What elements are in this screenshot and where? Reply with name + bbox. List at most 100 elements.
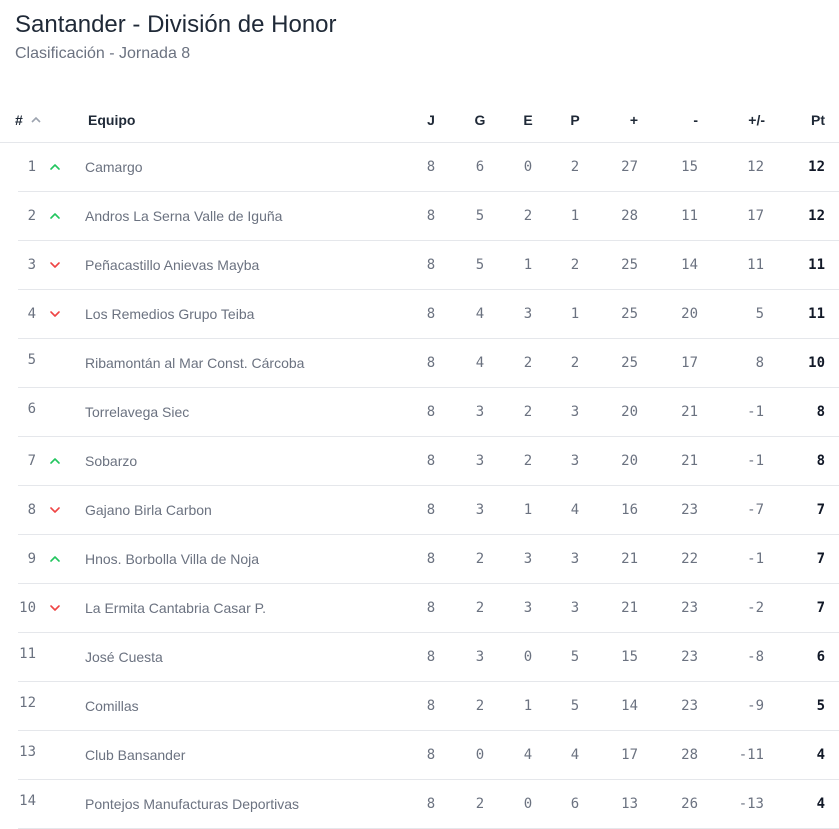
team-name[interactable]: Hnos. Borbolla Villa de Noja: [85, 551, 260, 567]
goal-difference-cell: 11: [747, 257, 764, 273]
team-name[interactable]: Pontejos Manufacturas Deportivas: [85, 796, 299, 812]
team-name[interactable]: Gajano Birla Carbon: [85, 502, 212, 518]
page-subtitle: Clasificación - Jornada 8: [15, 45, 191, 62]
drawn-cell: 1: [523, 502, 533, 518]
goal-difference-cell: 5: [755, 306, 764, 322]
position-cell: 13: [19, 744, 36, 760]
lost-cell: 4: [570, 747, 580, 763]
drawn-cell: 3: [523, 306, 533, 322]
trend-down-icon: [49, 602, 61, 614]
header-drawn[interactable]: E: [523, 112, 533, 128]
won-cell: 2: [475, 600, 485, 616]
goals-against-cell: 23: [681, 502, 698, 518]
played-cell: 8: [426, 453, 436, 469]
table-row[interactable]: 2 Andros La Serna Valle de Iguña 8 5 2 1 28 11 1…: [18, 192, 839, 241]
table-row[interactable]: 11 José Cuesta 8 3 0 5 15 23 -8 6: [18, 633, 839, 682]
points-cell: 8: [816, 404, 825, 420]
goals-against-cell: 21: [681, 404, 698, 420]
header-lost[interactable]: P: [570, 112, 580, 128]
points-cell: 7: [816, 502, 825, 518]
lost-cell: 2: [570, 159, 580, 175]
goals-against-cell: 23: [681, 698, 698, 714]
team-name[interactable]: Club Bansander: [85, 747, 186, 763]
table-row[interactable]: 13 Club Bansander 8 0 4 4 17 28 -11 4: [18, 731, 839, 780]
goals-for-cell: 25: [621, 257, 638, 273]
team-name[interactable]: Los Remedios Grupo Teiba: [85, 306, 255, 322]
drawn-cell: 2: [523, 404, 533, 420]
drawn-cell: 2: [523, 355, 533, 371]
header-goal-difference[interactable]: +/-: [748, 112, 765, 128]
won-cell: 4: [475, 306, 485, 322]
goals-against-cell: 14: [681, 257, 698, 273]
points-cell: 8: [816, 453, 825, 469]
drawn-cell: 0: [523, 159, 533, 175]
team-name[interactable]: Andros La Serna Valle de Iguña: [85, 208, 283, 224]
table-row[interactable]: 4 Los Remedios Grupo Teiba 8 4 3 1 25 20 5 11: [18, 290, 839, 339]
goals-for-cell: 13: [621, 796, 638, 812]
goal-difference-cell: -11: [738, 747, 764, 763]
won-cell: 3: [475, 404, 485, 420]
won-cell: 0: [475, 747, 485, 763]
drawn-cell: 2: [523, 453, 533, 469]
table-header: # Equipo J G E P + - +/- Pt: [0, 96, 839, 143]
table-row[interactable]: 1 Camargo 8 6 0 2 27 15 12 12: [18, 143, 839, 192]
position-cell: 6: [27, 401, 36, 417]
header-won[interactable]: G: [474, 112, 486, 128]
won-cell: 2: [475, 698, 485, 714]
table-body: 1 Camargo 8 6 0 2 27 15 12 12 2 Andros La Serna Val…: [0, 143, 839, 829]
points-cell: 10: [808, 355, 825, 371]
goals-for-cell: 21: [621, 600, 638, 616]
header-position[interactable]: #: [15, 112, 23, 128]
points-cell: 11: [808, 257, 825, 273]
table-row[interactable]: 3 Peñacastillo Anievas Mayba 8 5 1 2 25 14 11 11: [18, 241, 839, 290]
team-name[interactable]: La Ermita Cantabria Casar P.: [85, 600, 267, 616]
team-name[interactable]: Ribamontán al Mar Const. Cárcoba: [85, 355, 305, 371]
points-cell: 12: [808, 208, 825, 224]
team-name[interactable]: Torrelavega Siec: [85, 404, 190, 420]
lost-cell: 3: [570, 404, 580, 420]
position-cell: 10: [19, 600, 36, 616]
header-played[interactable]: J: [427, 112, 435, 128]
team-name[interactable]: Sobarzo: [85, 453, 138, 469]
goal-difference-cell: -2: [747, 600, 764, 616]
table-row[interactable]: 5 Ribamontán al Mar Const. Cárcoba 8 4 2 2 25 1…: [18, 339, 839, 388]
table-row[interactable]: 6 Torrelavega Siec 8 3 2 3 20 21 -1 8: [18, 388, 839, 437]
lost-cell: 3: [570, 453, 580, 469]
header-team[interactable]: Equipo: [88, 112, 136, 128]
position-cell: 3: [27, 257, 36, 273]
team-name[interactable]: Peñacastillo Anievas Mayba: [85, 257, 260, 273]
table-row[interactable]: 12 Comillas 8 2 1 5 14 23 -9 5: [18, 682, 839, 731]
table-row[interactable]: 9 Hnos. Borbolla Villa de Noja 8 2 3 3 21 22 -1 7: [18, 535, 839, 584]
goals-for-cell: 28: [621, 208, 638, 224]
points-cell: 7: [816, 551, 825, 567]
team-name[interactable]: Comillas: [85, 698, 139, 714]
goals-against-cell: 23: [681, 600, 698, 616]
goals-for-cell: 16: [621, 502, 638, 518]
goals-against-cell: 28: [681, 747, 698, 763]
goals-against-cell: 15: [681, 159, 698, 175]
position-cell: 5: [27, 352, 36, 368]
header-points[interactable]: Pt: [811, 112, 825, 128]
team-name[interactable]: Camargo: [85, 159, 143, 175]
position-cell: 11: [19, 646, 36, 662]
goals-for-cell: 27: [621, 159, 638, 175]
table-row[interactable]: 10 La Ermita Cantabria Casar P. 8 2 3 3 21 23 -2…: [18, 584, 839, 633]
table-row[interactable]: 14 Pontejos Manufacturas Deportivas 8 2 0 6 13…: [18, 780, 839, 829]
drawn-cell: 0: [523, 649, 533, 665]
table-row[interactable]: 8 Gajano Birla Carbon 8 3 1 4 16 23 -7 7: [18, 486, 839, 535]
points-cell: 11: [808, 306, 825, 322]
goal-difference-cell: 17: [747, 208, 764, 224]
header-goals-for[interactable]: +: [629, 112, 638, 128]
chevron-up-icon[interactable]: [30, 111, 42, 131]
goal-difference-cell: -1: [747, 453, 764, 469]
header-goals-against[interactable]: -: [693, 112, 698, 128]
goal-difference-cell: -9: [747, 698, 764, 714]
team-name[interactable]: José Cuesta: [85, 649, 163, 665]
goal-difference-cell: -1: [747, 551, 764, 567]
goals-against-cell: 23: [681, 649, 698, 665]
goals-for-cell: 20: [621, 404, 638, 420]
trend-down-icon: [49, 504, 61, 516]
table-row[interactable]: 7 Sobarzo 8 3 2 3 20 21 -1 8: [18, 437, 839, 486]
played-cell: 8: [426, 306, 436, 322]
lost-cell: 1: [570, 208, 580, 224]
